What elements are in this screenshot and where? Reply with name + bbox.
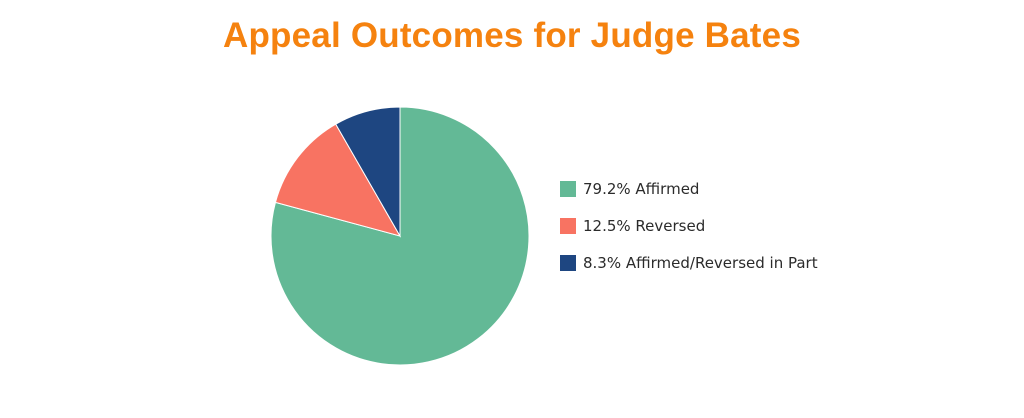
legend-swatch-affirmed <box>560 181 576 197</box>
legend-label-reversed: 12.5% Reversed <box>583 217 706 235</box>
legend-item-affirmed: 79.2% Affirmed <box>560 178 818 200</box>
legend-label-affirmed: 79.2% Affirmed <box>583 180 700 198</box>
pie-slices <box>270 106 530 366</box>
chart-title: Appeal Outcomes for Judge Bates <box>223 16 801 55</box>
pie-slice-affirmed-reversed-in-part <box>335 106 401 238</box>
legend-label-affirmed-reversed-in-part: 8.3% Affirmed/Reversed in Part <box>583 254 818 272</box>
legend-item-reversed: 12.5% Reversed <box>560 215 818 237</box>
legend: 79.2% Affirmed 12.5% Reversed 8.3% Affir… <box>560 178 818 289</box>
legend-item-affirmed-reversed-in-part: 8.3% Affirmed/Reversed in Part <box>560 252 818 274</box>
legend-swatch-affirmed-reversed-in-part <box>560 255 576 271</box>
legend-swatch-reversed <box>560 218 576 234</box>
pie-slice-reversed <box>274 123 402 237</box>
